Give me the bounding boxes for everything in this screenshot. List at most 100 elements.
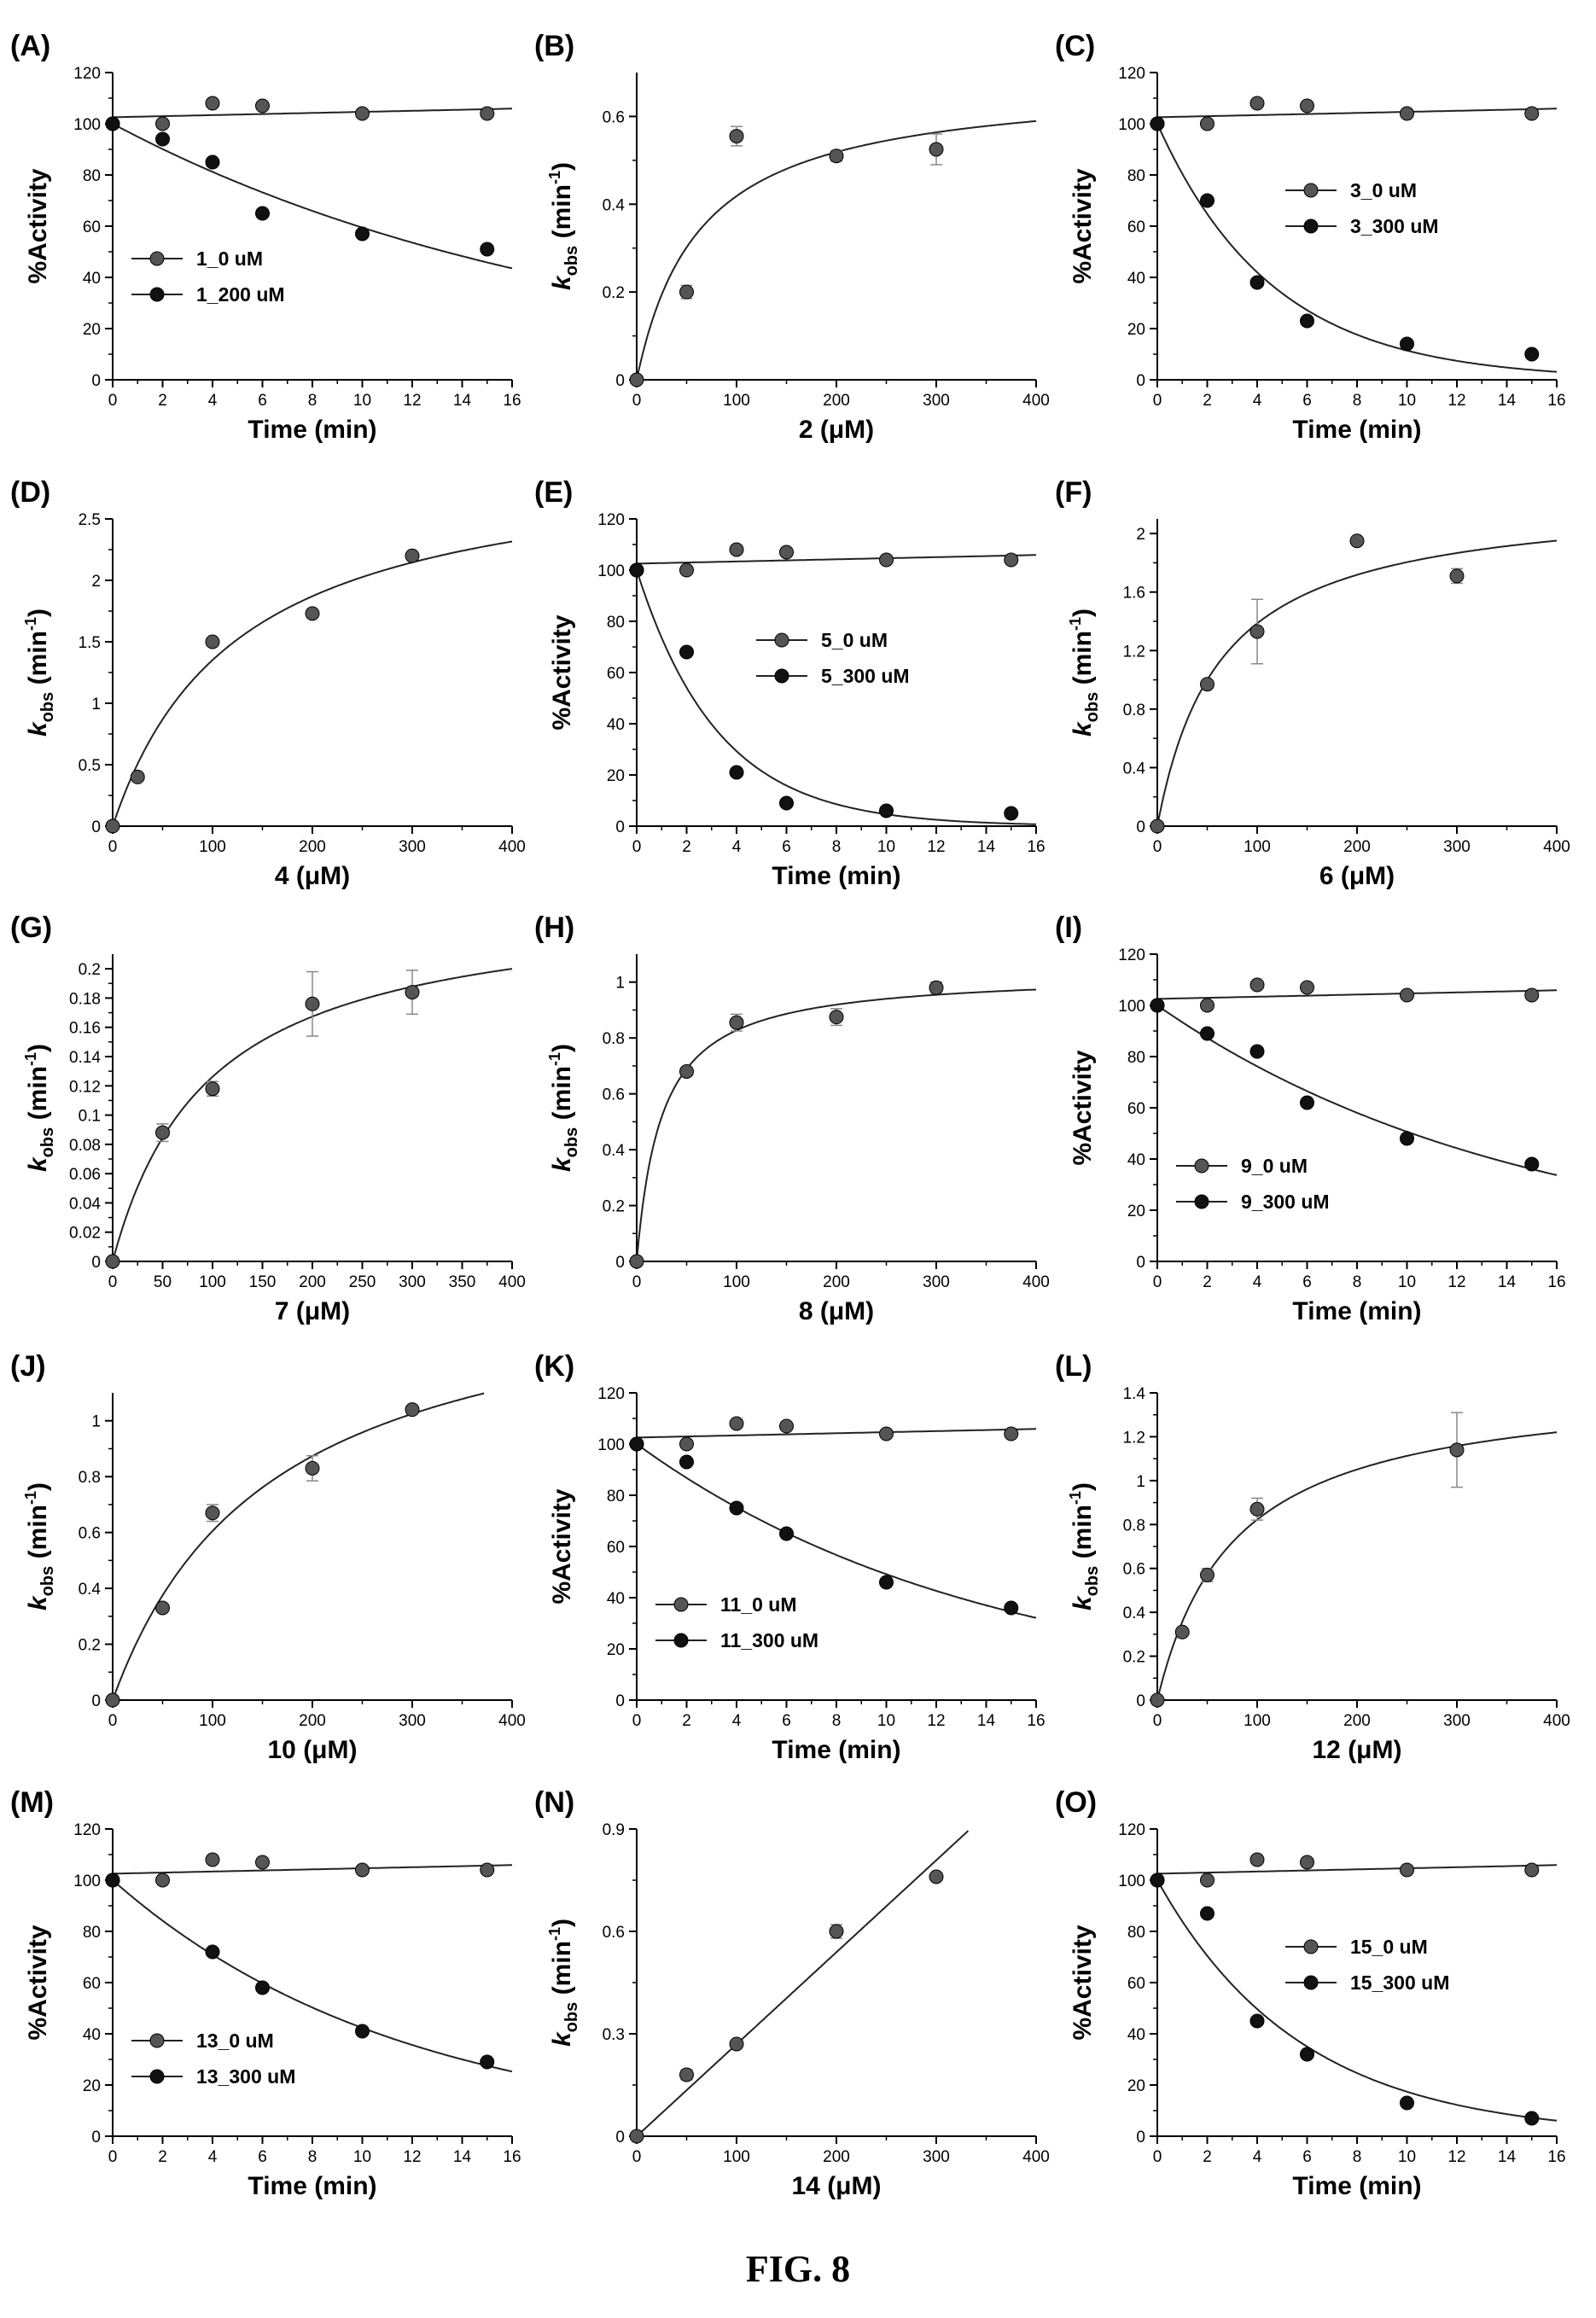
data-point: [1004, 552, 1019, 568]
panel-label: (D): [10, 476, 50, 509]
legend-marker: [149, 2033, 165, 2048]
data-point: [1150, 1872, 1165, 1888]
data-point: [929, 980, 944, 995]
x-tick-label: 6: [1302, 392, 1312, 410]
x-tick-label: 16: [1027, 1712, 1045, 1730]
data-point: [480, 242, 495, 257]
y-tick-label: 0.8: [603, 1030, 625, 1048]
y-label-k: k: [548, 275, 576, 290]
data-point: [205, 96, 220, 111]
y-label-sub: obs: [562, 246, 581, 277]
y-axis-label: %Activity: [1069, 1050, 1097, 1165]
y-tick-label: 1.2: [1123, 1429, 1145, 1447]
y-tick-label: 1: [91, 1413, 101, 1431]
y-tick-label: 120: [73, 1821, 101, 1839]
y-tick-label: 0.12: [69, 1078, 101, 1096]
y-tick-label: 80: [1127, 1049, 1145, 1067]
x-tick-label: 2: [682, 838, 691, 856]
y-label-unit: (min: [24, 1505, 52, 1566]
data-point: [1150, 116, 1165, 131]
data-point: [155, 1125, 170, 1140]
x-tick-label: 12: [1447, 2148, 1465, 2166]
chart-panel-d: (D) 0 100 200 300 400 0 0.5 1 1.5 2 2.5 4 (μM) kobs (…: [10, 476, 526, 890]
y-tick-label: 80: [607, 614, 625, 632]
x-tick-label: 6: [258, 392, 267, 410]
chart-panel-e: (E) 0 2 4 6 8 10 12 14 16 0 20 40 60 80 100 120 Time (min…: [534, 476, 1046, 890]
y-tick-label: 0.2: [603, 284, 625, 302]
x-axis-label: 6 (μM): [1319, 862, 1395, 890]
data-point: [779, 1418, 794, 1434]
x-axis-label: 2 (μM): [799, 416, 874, 444]
data-point: [1004, 1600, 1019, 1616]
y-tick-label: 1.5: [79, 634, 101, 652]
y-tick-label: 100: [1118, 116, 1145, 134]
x-tick-label: 100: [199, 1273, 226, 1291]
data-point: [779, 1526, 794, 1541]
y-label-unit: (min: [548, 184, 576, 246]
y-tick-label: 60: [1127, 218, 1145, 236]
x-tick-label: 8: [308, 392, 317, 410]
panel-label: (I): [1055, 911, 1082, 944]
x-tick-label: 200: [299, 838, 326, 856]
x-tick-label: 10: [353, 2148, 371, 2166]
data-point: [679, 284, 694, 300]
x-tick-label: 4: [208, 392, 218, 410]
data-point: [1249, 1501, 1265, 1517]
y-tick-label: 1.6: [1123, 585, 1145, 603]
chart-panel-c: (C) 0 2 4 6 8 10 12 14 16 0 20 40 60 80 100 120 Time (min…: [1055, 30, 1566, 444]
y-tick-label: 120: [1118, 65, 1145, 83]
y-tick-label: 120: [1118, 1821, 1145, 1839]
legend-marker: [673, 1633, 689, 1648]
data-point: [105, 116, 120, 131]
x-tick-label: 4: [1253, 392, 1262, 410]
y-label-sup: -1: [22, 1052, 39, 1066]
data-point: [355, 106, 370, 121]
x-tick-label: 300: [399, 838, 426, 856]
y-tick-label: 0.02: [69, 1225, 101, 1243]
y-tick-label: 60: [607, 665, 625, 683]
data-point: [729, 1416, 744, 1431]
y-tick-label: 20: [1127, 321, 1145, 339]
x-axis-label: Time (min): [248, 2172, 376, 2200]
y-tick-label: 0.4: [603, 196, 626, 214]
y-label-sub: obs: [562, 1127, 581, 1158]
data-point: [879, 1426, 894, 1441]
data-point: [929, 142, 944, 157]
y-tick-label: 0.1: [79, 1108, 101, 1126]
panel-label: (L): [1055, 1350, 1092, 1383]
data-point: [729, 129, 744, 144]
y-tick-label: 60: [83, 218, 101, 236]
fit-curve: [112, 1879, 513, 2073]
data-point: [679, 562, 694, 578]
data-point: [1524, 106, 1540, 121]
x-tick-label: 400: [498, 838, 526, 856]
data-point: [205, 1944, 220, 1960]
y-label-sub: obs: [1083, 692, 1102, 723]
data-point: [305, 606, 320, 621]
data-point: [105, 1692, 120, 1708]
data-point: [105, 818, 120, 834]
y-tick-label: 80: [1127, 1924, 1145, 1942]
x-tick-label: 10: [877, 838, 895, 856]
x-tick-label: 300: [923, 2148, 950, 2166]
data-point: [1200, 193, 1214, 208]
y-tick-label: 100: [597, 562, 625, 580]
x-tick-label: 100: [723, 392, 750, 410]
data-point: [729, 765, 744, 780]
x-tick-label: 10: [1398, 2148, 1416, 2166]
x-tick-label: 400: [1022, 1273, 1050, 1291]
x-axis-label: Time (min): [1292, 1297, 1421, 1325]
data-point: [1524, 1862, 1540, 1878]
data-point: [1524, 987, 1540, 1003]
y-label-sup: -1: [22, 617, 39, 631]
y-tick-label: 80: [607, 1488, 625, 1506]
x-tick-label: 12: [927, 838, 945, 856]
x-tick-label: 10: [1398, 392, 1416, 410]
chart-panel-f: (F) 0 100 200 300 400 0 0.4 0.8 1.2 1.6 2 6 (μM) kobs…: [1055, 476, 1570, 890]
x-tick-label: 100: [1244, 838, 1271, 856]
data-point: [829, 1010, 844, 1025]
legend-marker: [1303, 183, 1319, 198]
x-tick-label: 0: [108, 1273, 118, 1291]
x-tick-label: 300: [923, 1273, 950, 1291]
